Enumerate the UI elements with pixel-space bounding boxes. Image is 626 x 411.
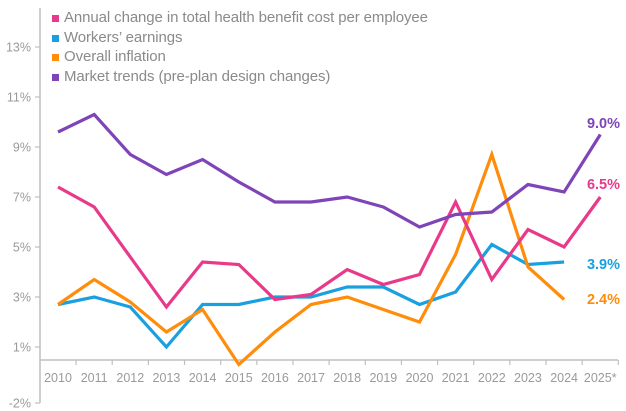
legend-label: Market trends (pre-plan design changes): [64, 67, 331, 85]
x-tick-label: 2022: [478, 371, 506, 385]
series-line-earnings: [57, 242, 565, 350]
y-tick-label: 11%: [7, 91, 31, 105]
legend-label: Annual change in total health benefit co…: [64, 9, 428, 27]
legend-item-inflation: Overall inflation: [52, 47, 428, 67]
x-tick-label: 2024: [550, 371, 578, 385]
y-tick-label: 13%: [6, 41, 31, 55]
end-label-earnings: 3.9%: [587, 257, 620, 273]
x-tick-label: 2019: [369, 371, 397, 385]
x-tick-label: 2020: [406, 371, 434, 385]
y-tick-label: 9%: [13, 141, 31, 155]
legend-swatch: [52, 15, 59, 23]
y-tick-label: 5%: [13, 241, 31, 255]
x-tick-label: 2016: [261, 371, 289, 385]
legend-swatch: [52, 34, 59, 42]
x-tick-label: 2015: [225, 371, 253, 385]
legend-label: Overall inflation: [64, 48, 166, 66]
x-ticks: 2010 2011 2012 2013 2014 2015 2016 2017 2018 2019…: [44, 360, 619, 385]
y-tick-label: 7%: [13, 191, 31, 205]
legend-item-market-trends: Market trends (pre-plan design changes): [52, 67, 428, 87]
end-labels: 6.5% 3.9% 2.4% 9.0%: [587, 116, 620, 308]
y-tick-label: 1%: [13, 341, 31, 355]
x-tick-label: 2023: [514, 371, 542, 385]
x-tick-label: 2018: [333, 371, 361, 385]
legend-swatch: [52, 54, 59, 62]
x-tick-label: 2017: [297, 371, 325, 385]
series-line-inflation: [57, 149, 566, 367]
x-tick-label: 2014: [189, 371, 217, 385]
end-label-inflation: 2.4%: [587, 292, 620, 308]
x-tick-label: 2025*: [584, 371, 617, 385]
y-tick-label: -2%: [9, 397, 31, 411]
x-tick-label: 2013: [153, 371, 181, 385]
series-line-health-cost: [57, 185, 602, 310]
series-line-market-trends: [57, 112, 602, 229]
y-tick-label: 3%: [13, 291, 31, 305]
end-label-market-trends: 9.0%: [587, 116, 620, 132]
legend-item-health-cost: Annual change in total health benefit co…: [52, 8, 428, 28]
y-ticks: 13% 11% 9% 7% 5% 3% 1% -2%: [6, 41, 40, 411]
legend: Annual change in total health benefit co…: [52, 8, 428, 86]
x-tick-label: 2012: [116, 371, 144, 385]
series-lines: [57, 112, 602, 367]
end-label-health-cost: 6.5%: [587, 177, 620, 193]
legend-label: Workers’ earnings: [64, 28, 183, 46]
legend-swatch: [52, 73, 59, 81]
x-tick-label: 2010: [44, 371, 72, 385]
x-tick-label: 2011: [81, 371, 108, 385]
legend-item-earnings: Workers’ earnings: [52, 28, 428, 48]
x-tick-label: 2021: [442, 371, 470, 385]
